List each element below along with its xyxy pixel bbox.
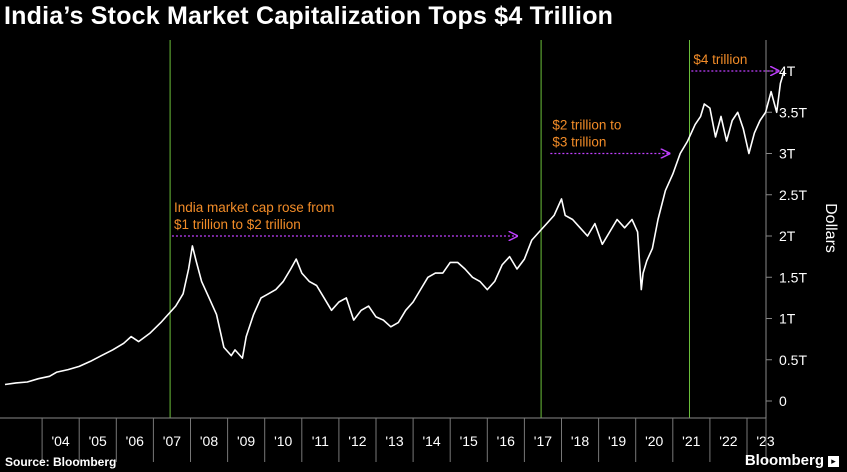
y-tick-label: 0.5T [779,352,807,368]
series-line [4,70,785,386]
x-tick-label: '22 [719,433,737,449]
x-tick-label: '12 [348,433,366,449]
x-tick-label: '16 [497,433,515,449]
chart-title: India’s Stock Market Capitalization Tops… [4,2,614,30]
x-tick-label: '20 [645,433,663,449]
source-note: Source: Bloomberg [5,455,117,469]
x-tick-label: '21 [682,433,700,449]
brand-label: Bloomberg [744,452,824,469]
annotation-text: $3 trillion [552,135,606,150]
x-tick-label: '19 [608,433,626,449]
x-tick-label: '15 [460,433,478,449]
y-axis: 0 0.5T 1T 1.5T 2T 2.5T 3T 3.5T 4T [766,63,807,409]
x-tick-label: '10 [274,433,292,449]
x-tick-label: '11 [312,433,329,449]
bloomberg-terminal-icon: ▸ [828,455,839,467]
annotations: India market cap rose from $1 trillion to… [171,52,779,236]
y-axis-label: Dollars [822,203,839,253]
annotation-text: $4 trillion [693,52,747,67]
annotation-text: $1 trillion to $2 trillion [174,217,301,232]
x-tick-label: '05 [89,433,107,449]
x-tick-label: '08 [200,433,218,449]
y-tick-label: 3.5T [779,104,807,120]
x-tick-label: '04 [51,433,69,449]
y-tick-label: 1.5T [779,269,807,285]
annotation-text: $2 trillion to [552,118,621,133]
x-tick-label: '09 [237,433,255,449]
y-tick-label: 4T [779,63,796,79]
x-tick-label: '07 [163,433,181,449]
x-axis: '04 '05 '06 '07 '08 '09 '10 '11 '12 '13 '14 '15 '16 '… [41,418,775,462]
y-tick-label: 2T [779,228,796,244]
y-tick-label: 1T [779,311,796,327]
x-tick-label: '14 [422,433,440,449]
x-tick-label: '06 [126,433,144,449]
bloomberg-logo: Bloomberg ▸ [745,452,839,469]
y-tick-label: 0 [779,393,787,409]
series-line-group [4,70,785,386]
y-tick-label: 2.5T [779,187,807,203]
x-tick-label: '13 [385,433,403,449]
y-tick-label: 3T [779,146,796,162]
x-tick-label: '17 [534,433,552,449]
annotation-text: India market cap rose from [174,200,335,215]
axes [0,40,767,419]
x-tick-label: '18 [571,433,589,449]
